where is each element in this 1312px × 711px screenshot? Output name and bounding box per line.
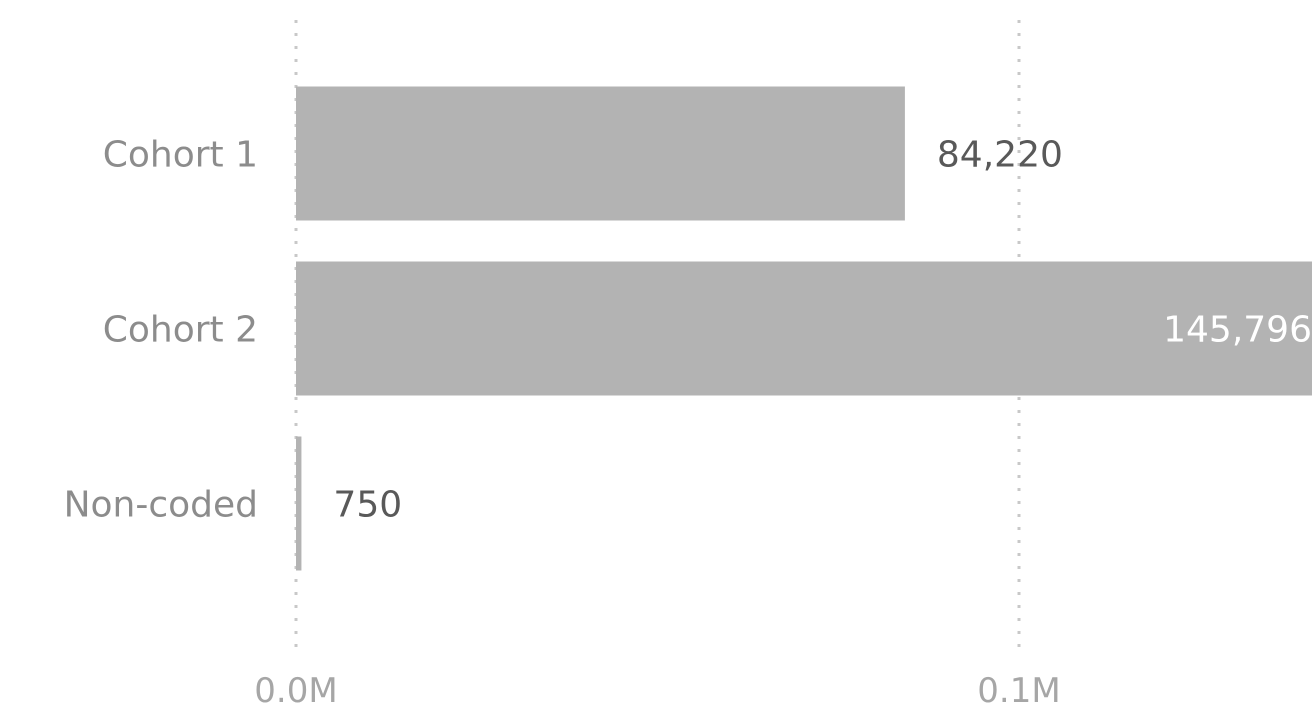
bars [296,86,1312,571]
data-label: 84,220 [937,135,1063,176]
bar-non-coded [296,436,302,571]
bar-cohort-2 [296,261,1312,396]
x-tick-label: 0.0M [254,671,337,711]
category-labels: Cohort 1 Cohort 2 Non-coded [64,135,258,526]
category-label: Cohort 2 [103,310,258,351]
category-label: Non-coded [64,485,258,526]
data-label: 145,796 [1163,310,1312,351]
bar-cohort-1 [296,86,905,221]
x-tick-label: 0.1M [977,671,1060,711]
data-label: 750 [333,485,402,526]
category-label: Cohort 1 [103,135,258,176]
data-labels: 84,220 145,796 750 [333,135,1312,526]
x-axis-ticks: 0.0M 0.1M [254,671,1060,711]
